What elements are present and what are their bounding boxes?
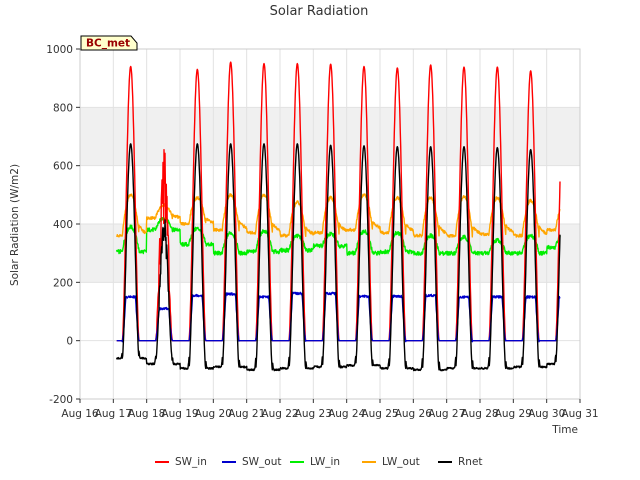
x-tick-label: Aug 21 [228, 408, 265, 420]
y-axis-title: Solar Radiation (W/m2) [9, 164, 21, 286]
x-tick-label: Aug 26 [395, 408, 433, 420]
legend-item-lw-out: LW_out [362, 456, 420, 468]
legend-item-lw-in: LW_in [290, 456, 340, 468]
y-axis-ticks: -200 0 200 400 600 800 1000 [46, 44, 80, 406]
legend-label: LW_in [310, 456, 340, 468]
legend-label: Rnet [458, 456, 483, 468]
legend-item-rnet: Rnet [438, 456, 483, 468]
y-tick-label: 1000 [46, 44, 73, 56]
x-axis-title: Time [551, 424, 578, 436]
x-tick-label: Aug 24 [328, 408, 366, 420]
legend-label: SW_out [242, 456, 282, 468]
legend-item-sw-out: SW_out [222, 456, 282, 468]
series-line-lw-in [116, 216, 561, 256]
series-line-rnet [116, 143, 561, 372]
x-tick-label: Aug 29 [495, 408, 532, 420]
x-tick-label: Aug 17 [95, 408, 132, 420]
y-tick-label: 800 [53, 102, 73, 114]
x-tick-label: Aug 19 [161, 408, 198, 420]
x-tick-label: Aug 27 [428, 408, 465, 420]
y-tick-label: 400 [53, 219, 73, 231]
x-tick-label: Aug 31 [561, 408, 598, 420]
y-tick-label: 200 [53, 277, 73, 289]
legend: SW_in SW_out LW_in LW_out Rnet [155, 456, 483, 468]
x-tick-label: Aug 22 [261, 408, 298, 420]
x-tick-label: Aug 25 [361, 408, 398, 420]
shaded-band [80, 107, 580, 166]
x-tick-label: Aug 28 [461, 408, 498, 420]
y-tick-label: 600 [53, 161, 73, 173]
legend-label: SW_in [175, 456, 207, 468]
x-tick-label: Aug 16 [61, 408, 99, 420]
series-layer [116, 61, 561, 372]
x-tick-label: Aug 23 [295, 408, 332, 420]
y-tick-label: -200 [49, 394, 73, 406]
station-label-box: BC_met [80, 35, 138, 51]
x-tick-label: Aug 20 [195, 408, 232, 420]
x-tick-label: Aug 30 [528, 408, 565, 420]
series-line-lw-out [116, 193, 561, 238]
chart-title: Solar Radiation [270, 4, 369, 19]
legend-item-sw-in: SW_in [155, 456, 207, 468]
x-tick-label: Aug 18 [128, 408, 165, 420]
station-label: BC_met [86, 38, 130, 50]
y-tick-label: 0 [66, 336, 73, 348]
legend-label: LW_out [382, 456, 420, 468]
